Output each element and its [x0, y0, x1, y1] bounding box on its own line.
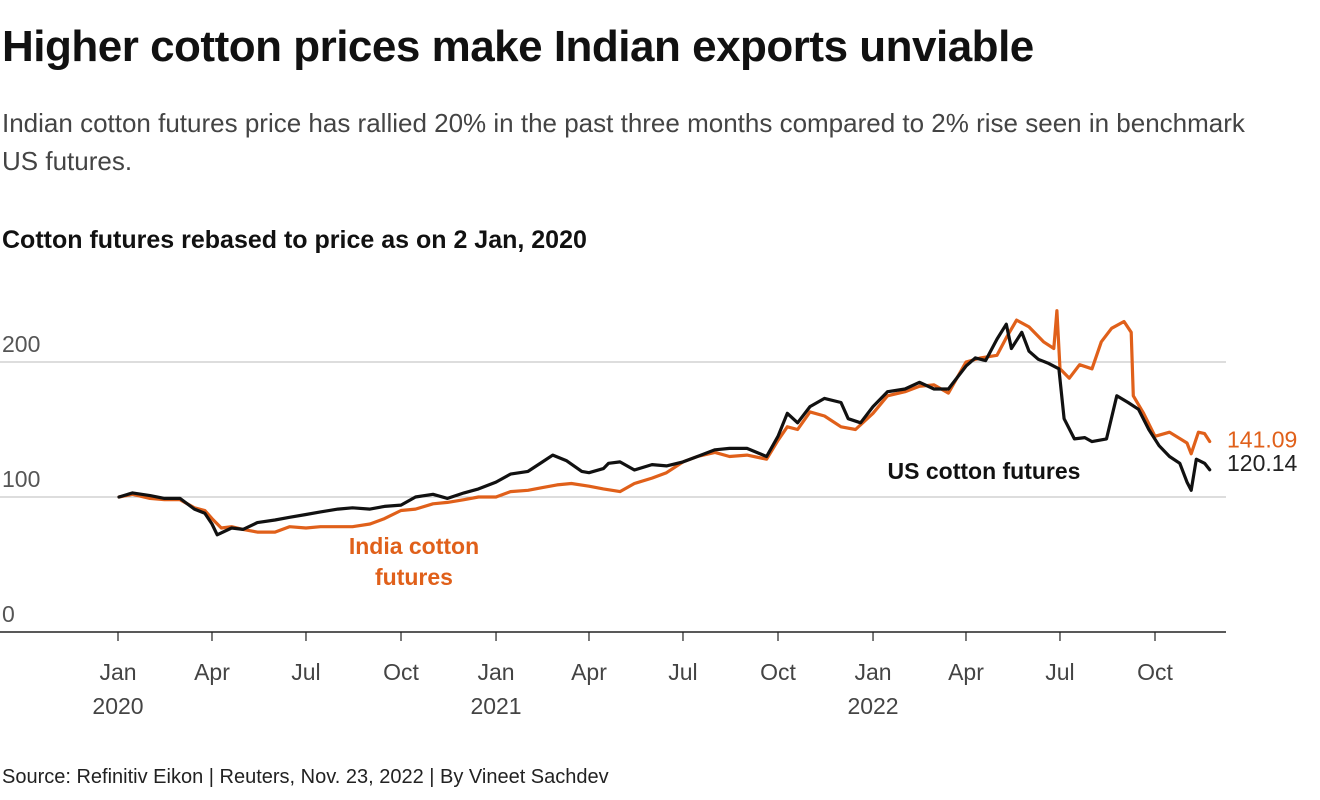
x-tick-label: Jan — [854, 659, 891, 685]
x-tick-label: Oct — [760, 659, 796, 685]
us-series-label: US cotton futures — [888, 458, 1081, 484]
x-tick-label: Oct — [1137, 659, 1173, 685]
y-tick-label-100: 100 — [2, 466, 40, 492]
x-tick-label: Jan — [477, 659, 514, 685]
chart-heading: Cotton futures rebased to price as on 2 … — [2, 226, 587, 254]
y-tick-label-0: 0 — [2, 601, 15, 627]
source-note: Source: Refinitiv Eikon | Reuters, Nov. … — [2, 766, 609, 788]
series-lines — [117, 309, 1212, 537]
x-tick-label: Jul — [291, 659, 320, 685]
x-tick-label: Jul — [668, 659, 697, 685]
x-tick-label: Jan — [99, 659, 136, 685]
chart-subtitle: Indian cotton futures price has rallied … — [2, 108, 1245, 176]
y-tick-label-200: 200 — [2, 331, 40, 357]
x-tick-label: Apr — [948, 659, 984, 685]
india-series-label-line2: futures — [375, 564, 453, 590]
us-cotton-line — [117, 322, 1212, 537]
x-tick-label: Jul — [1045, 659, 1074, 685]
us-end-value: 120.14 — [1227, 450, 1298, 476]
x-tick-year-label: 2021 — [470, 693, 521, 719]
x-tick-year-label: 2022 — [847, 693, 898, 719]
gridlines: 0 100 200 — [0, 331, 1226, 627]
india-cotton-line — [117, 309, 1212, 534]
x-axis: Jan 2020 Apr Jul Oct Jan 2021 Apr Jul Oct Jan 2022 A… — [0, 631, 1226, 719]
x-tick-label: Apr — [571, 659, 607, 685]
x-tick-label: Apr — [194, 659, 230, 685]
india-end-value: 141.09 — [1227, 427, 1297, 453]
india-series-label: India cotton futures — [349, 533, 479, 590]
x-tick-label: Oct — [383, 659, 419, 685]
chart-title: Higher cotton prices make Indian exports… — [2, 22, 1034, 71]
x-tick-year-label: 2020 — [92, 693, 143, 719]
india-series-label-line1: India cotton — [349, 533, 479, 559]
